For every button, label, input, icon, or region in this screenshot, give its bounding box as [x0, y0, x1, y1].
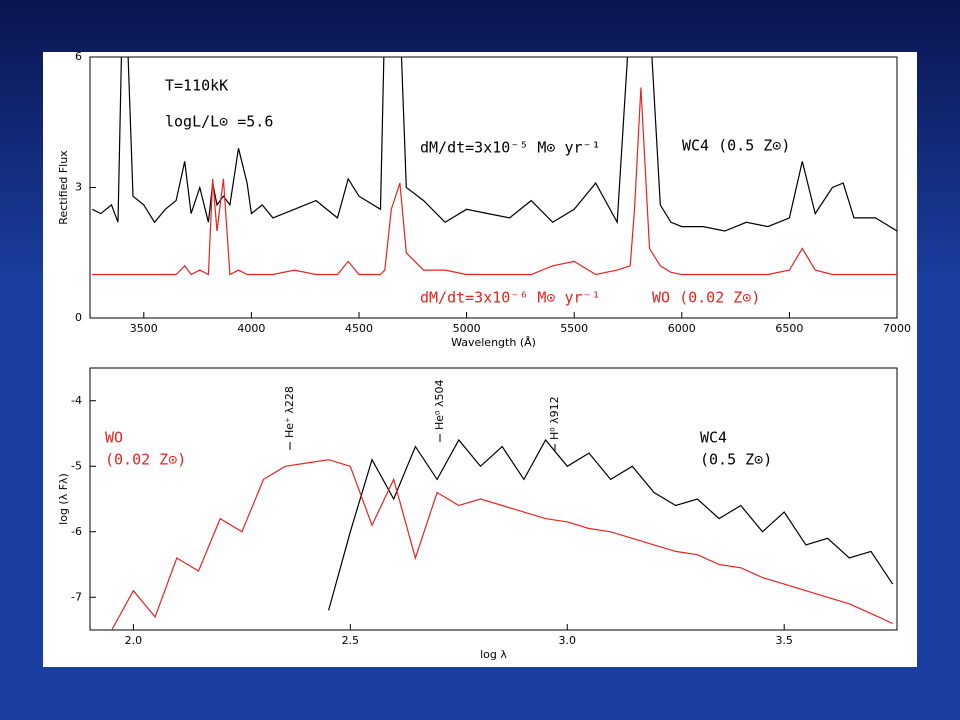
line-id-label: H⁰ λ912	[548, 396, 561, 440]
annotation: WC4 (0.5 Z⊙)	[682, 137, 790, 155]
annotation: dM/dt=3x10⁻⁵ M⊙ yr⁻¹	[420, 139, 601, 157]
y-tick-label: -7	[71, 590, 82, 603]
x-tick-label: 5500	[560, 322, 588, 335]
x-tick-label: 4000	[237, 322, 265, 335]
annotation: (0.02 Z⊙)	[105, 451, 186, 469]
spectrum-line	[91, 57, 897, 232]
spectrum-line	[328, 438, 894, 611]
x-tick-label: 2.5	[342, 634, 360, 647]
annotation: WO	[105, 429, 123, 447]
y-tick-label: 6	[75, 50, 82, 63]
x-tick-label: 7000	[883, 322, 911, 335]
spectrum-line	[92, 87, 897, 276]
x-tick-label: 3.5	[775, 634, 793, 647]
annotation: T=110kK	[165, 77, 228, 95]
y-axis-label: Rectified Flux	[57, 150, 70, 225]
y-tick-label: -6	[71, 525, 82, 538]
y-tick-label: -4	[71, 394, 82, 407]
y-tick-label: -5	[71, 459, 82, 472]
x-tick-label: 5000	[453, 322, 481, 335]
line-id-label: He⁺ λ228	[283, 386, 296, 438]
plot-frame	[89, 367, 898, 631]
x-tick-label: 3.0	[559, 634, 577, 647]
annotation: logL/L⊙ =5.6	[165, 113, 273, 131]
annotation: (0.5 Z⊙)	[700, 451, 772, 469]
x-axis-label: log λ	[480, 648, 507, 661]
y-tick-label: 3	[75, 181, 82, 194]
x-axis-label: Wavelength (Å)	[451, 336, 536, 349]
x-tick-label: 6000	[668, 322, 696, 335]
spectrum-line	[111, 459, 893, 630]
x-tick-label: 4500	[345, 322, 373, 335]
line-id-label: He⁰ λ504	[433, 380, 446, 430]
x-tick-label: 3500	[130, 322, 158, 335]
x-tick-label: 6500	[775, 322, 803, 335]
annotation: WO (0.02 Z⊙)	[652, 289, 760, 307]
y-tick-label: 0	[75, 311, 82, 324]
annotation: dM/dt=3x10⁻⁶ M⊙ yr⁻¹	[420, 289, 601, 307]
y-axis-label: log (λ Fλ)	[57, 473, 70, 525]
annotation: WC4	[700, 429, 727, 447]
x-tick-label: 2.0	[125, 634, 143, 647]
